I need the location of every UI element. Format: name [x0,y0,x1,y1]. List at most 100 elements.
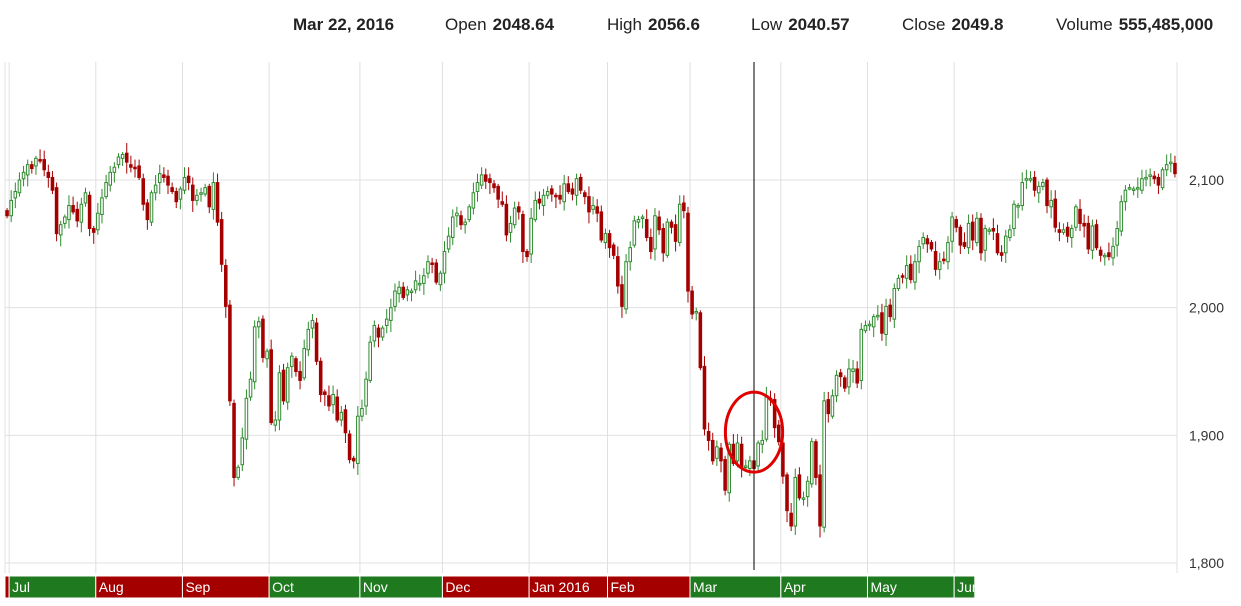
candle [962,232,967,249]
candle [228,300,232,406]
month-label: Jan 2016 [532,579,590,595]
candle-body-down [566,183,571,192]
candle-body-up [863,325,868,332]
candle-body-down [347,433,352,461]
candle-body-down [351,457,356,462]
candle [702,356,707,436]
candle [595,199,599,223]
candle [1086,215,1091,255]
candle [1123,185,1128,211]
candle-body-down [673,224,678,242]
candle [867,320,872,331]
candle-body-up [393,290,397,307]
candle-body-down [888,304,892,318]
candle-body-up [876,314,880,318]
candle-body-up [847,368,851,388]
candle [5,208,9,219]
candle [884,298,888,346]
candle-body-up [21,171,26,180]
timeline-segment[interactable] [4,575,10,599]
candle [570,182,575,201]
candle [1069,224,1074,248]
candle [871,314,876,338]
candle-body-up [368,341,372,381]
candle [640,214,645,229]
candle [991,218,996,241]
candle-body-down [706,431,711,441]
candle-body-down [517,206,521,213]
candle-body-down [995,233,1000,254]
timeline-segment[interactable] [953,575,976,599]
candle-body-up [389,307,393,321]
candle [756,440,760,472]
candle-body-down [343,409,348,434]
candle-body-down [190,184,195,201]
candle-body-up [1020,182,1025,207]
candle-body-up [67,205,71,221]
candle [1016,202,1020,219]
candle [75,201,79,228]
candle-body-up [636,219,641,223]
candle [252,320,257,390]
month-label: Jul [12,579,30,595]
candle-body-down [661,228,665,254]
candle-body-up [760,439,765,445]
candle [649,228,653,260]
candle-body-up [541,194,546,207]
candle-body-up [199,192,203,195]
candle [822,391,826,533]
candle [434,259,439,285]
candle [760,430,765,454]
candle-body-down [376,327,381,338]
candle-body-down [550,188,554,195]
candle-body-up [508,222,513,233]
candle-body-down [174,190,179,203]
candle [384,308,389,334]
candle-body-down [215,182,220,223]
candle [1074,204,1078,232]
candle [847,358,851,395]
candles [5,142,1177,538]
candle [63,214,67,229]
candle-body-up [1164,164,1169,171]
candle [946,236,950,270]
candle-body-down [335,396,339,421]
candle-body-up [1041,182,1045,187]
y-tick-label: 2,100 [1189,172,1224,188]
candle [896,274,901,292]
candle-body-down [558,194,562,200]
candle [591,196,595,215]
candle-body-up [1069,228,1074,238]
candle-body-up [9,199,13,217]
candle-body-down [1173,162,1177,175]
candle [409,288,414,302]
open-label: Open [445,15,487,34]
candle-body-down [281,369,286,402]
candle [298,361,302,390]
candle-body-down [54,187,59,235]
candle [405,285,410,302]
candle [269,339,273,426]
month-timeline-bar[interactable]: Jul Aug Sep Oct Nov Dec Jan 2016 Feb Mar Apr May Ju… [4,575,980,599]
low-label: Low [751,15,783,34]
candle-body-up [34,157,38,167]
candle [141,173,146,211]
candle-body-up [896,277,901,290]
candle [1094,219,1099,251]
candle-body-down [702,365,707,430]
candle [1152,171,1157,184]
candle-body-down [38,159,42,162]
candle-body-up [446,235,451,250]
candle [1127,183,1132,191]
candle-body-up [533,199,538,221]
candle-body-up [574,178,579,196]
candle [508,215,513,243]
candle-body-down [525,250,529,258]
month-label: Sep [185,579,210,595]
candle [450,209,455,246]
candle [1032,171,1037,197]
candle [71,196,75,215]
candle [422,268,426,295]
candle-body-down [789,512,793,527]
